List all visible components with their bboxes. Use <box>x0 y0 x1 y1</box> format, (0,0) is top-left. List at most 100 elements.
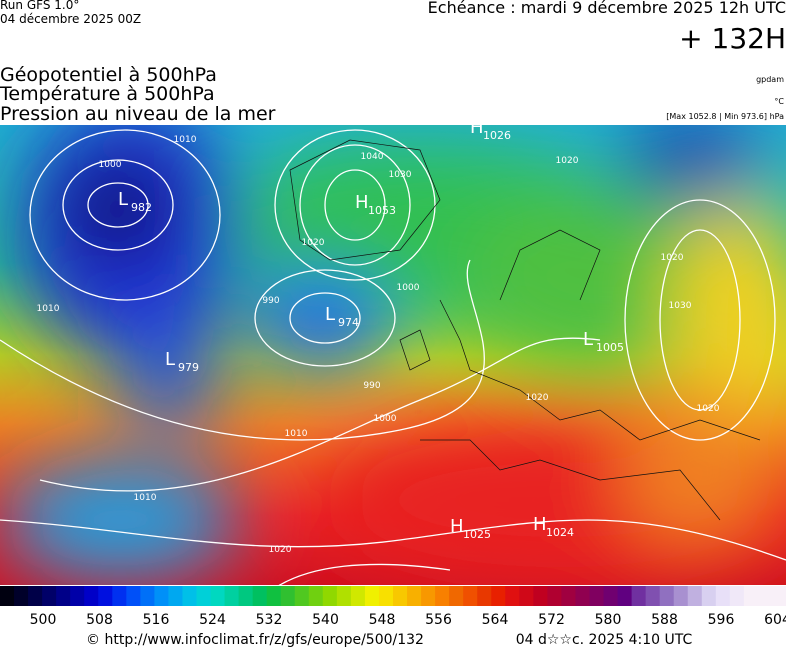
run-date: 04 décembre 2025 00Z <box>0 12 141 26</box>
pressure-center: H <box>533 514 547 535</box>
colorbar-swatch <box>715 586 731 606</box>
colorbar-tick-label: 508 <box>86 612 113 628</box>
colorbar-swatch <box>322 586 338 606</box>
pressure-center: L <box>583 329 593 350</box>
colorbar-swatch <box>491 586 506 606</box>
colorbar-swatch <box>673 586 689 606</box>
colorbar-swatch <box>561 586 576 606</box>
colorbar-swatch <box>701 586 717 606</box>
colorbar-swatch <box>42 586 57 606</box>
isobar-label: 1020 <box>697 404 720 414</box>
isobar-label: 1020 <box>269 545 292 555</box>
colorbar-swatch <box>463 586 478 606</box>
colorbar-swatch <box>519 586 534 606</box>
isobar-label: 990 <box>262 296 279 306</box>
title-line: Pression au niveau de la mer <box>0 103 276 125</box>
colorbar-swatch <box>757 586 773 606</box>
isobar-label: 1010 <box>134 493 157 503</box>
colorbar-swatch <box>70 586 85 606</box>
colorbar-swatch <box>421 586 436 606</box>
isobar-label: 1020 <box>556 156 579 166</box>
colorbar-swatch <box>589 586 605 606</box>
pressure-center: L <box>165 349 175 370</box>
colorbar-swatch <box>252 586 268 606</box>
footer-source: © http://www.infoclimat.fr/z/gfs/europe/… <box>86 632 424 648</box>
colorbar-swatch <box>266 586 282 606</box>
colorbar-swatch <box>182 586 197 606</box>
echeance: Echéance : mardi 9 décembre 2025 12h UTC <box>428 0 786 17</box>
pressure-center-value: 979 <box>178 361 199 374</box>
coastlines <box>289 139 761 521</box>
run-label: Run GFS 1.0° <box>0 0 79 12</box>
colorbar-swatch <box>533 586 548 606</box>
colorbar-swatch <box>28 586 43 606</box>
isobar-label: 1000 <box>99 160 122 170</box>
colorbar-swatch <box>631 586 647 606</box>
colorbar-swatch <box>645 586 661 606</box>
colorbar-swatch <box>505 586 520 606</box>
pressure-center: H <box>450 516 464 537</box>
colorbar-tick-label: 540 <box>312 612 339 628</box>
lead-time: + 132H <box>679 22 786 55</box>
colorbar-swatch <box>687 586 703 606</box>
colorbar-tick-label: 556 <box>425 612 452 628</box>
pressure-center-value: 1024 <box>546 526 574 539</box>
colorbar-swatch <box>56 586 71 606</box>
colorbar-swatch <box>196 586 212 606</box>
pressure-center-value: 982 <box>131 201 152 214</box>
colorbar-tick-label: 532 <box>256 612 283 628</box>
colorbar-swatch <box>280 586 296 606</box>
isobar-label: 1000 <box>374 414 397 424</box>
pressure-center-value: 1025 <box>463 528 491 541</box>
colorbar-swatch <box>238 586 254 606</box>
colorbar-tick-label: 548 <box>369 612 396 628</box>
unit-label: gpdam <box>756 75 784 84</box>
colorbar-swatch <box>477 586 492 606</box>
colorbar-swatch <box>14 586 29 606</box>
colorbar-tick-label: 564 <box>482 612 509 628</box>
colorbar-tick-label: 516 <box>143 612 170 628</box>
colorbar-tick-label: 596 <box>708 612 735 628</box>
isobar-label: 1030 <box>389 170 412 180</box>
pressure-center-value: 974 <box>338 316 359 329</box>
colorbar-swatch <box>308 586 324 606</box>
colorbar-swatch <box>140 586 155 606</box>
isobar-label: 1010 <box>37 304 60 314</box>
colorbar-tick-label: 500 <box>30 612 57 628</box>
isobar-label: 1020 <box>302 238 325 248</box>
colorbar-swatch <box>84 586 99 606</box>
colorbar-swatch <box>154 586 169 606</box>
pressure-center: L <box>118 189 128 210</box>
isobar-label: 1020 <box>661 253 684 263</box>
colorbar-swatch <box>210 586 226 606</box>
pressure-center-value: 1053 <box>368 204 396 217</box>
colorbar-swatch <box>0 586 15 606</box>
colorbar-tick-label: 572 <box>538 612 565 628</box>
colorbar-swatch <box>364 586 380 606</box>
colorbar-swatch <box>168 586 183 606</box>
colorbar-swatch <box>112 586 127 606</box>
colorbar-swatch <box>435 586 450 606</box>
isobars <box>0 129 786 585</box>
unit-label: [Max 1052.8 | Min 973.6] hPa <box>666 112 784 121</box>
colorbar-swatch <box>98 586 113 606</box>
isobar-label: 1000 <box>397 283 420 293</box>
colorbar-swatch <box>393 586 408 606</box>
pressure-center-value: 1026 <box>483 129 511 142</box>
colorbar-swatch <box>378 586 394 606</box>
isobar-label: 990 <box>363 381 380 391</box>
colorbar-swatch <box>336 586 352 606</box>
pressure-center: L <box>325 304 335 325</box>
colorbar: 500 508 516 524 532 540 548 556 564 572 580 588 596 6… <box>0 586 786 628</box>
unit-label: °C <box>774 97 784 106</box>
colorbar-swatch <box>547 586 562 606</box>
colorbar-swatch <box>294 586 310 606</box>
isobar-label: 1010 <box>174 135 197 145</box>
colorbar-tick-label: 604 <box>764 612 786 628</box>
colorbar-swatch <box>575 586 590 606</box>
colorbar-tick-label: 580 <box>595 612 622 628</box>
colorbar-swatch <box>407 586 422 606</box>
colorbar-swatch <box>350 586 366 606</box>
colorbar-swatch <box>743 586 759 606</box>
